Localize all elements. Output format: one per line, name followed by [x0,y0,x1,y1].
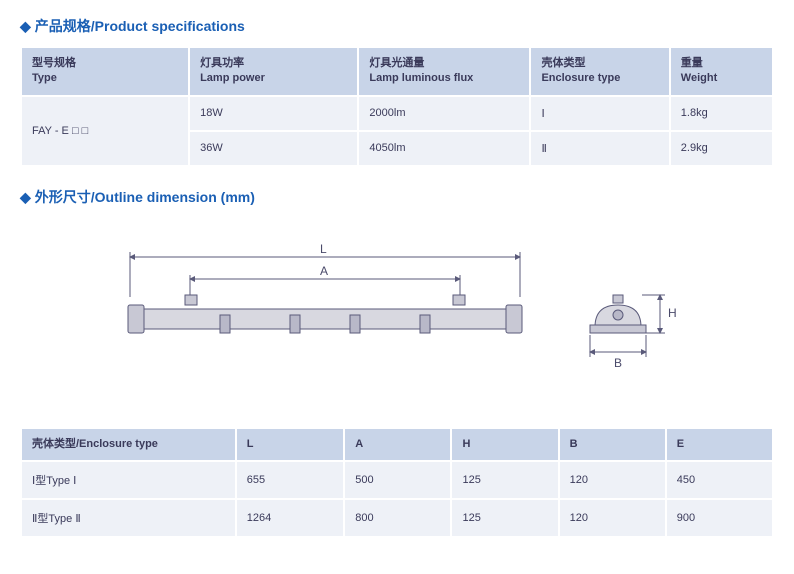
diamond-icon: ◆ [20,189,31,205]
dcell-E-1: 900 [667,500,772,536]
cell-flux-0: 2000lm [359,97,529,130]
diamond-icon: ◆ [20,18,31,34]
dhdr-type: 壳体类型/Enclosure type [22,429,235,460]
dcell-A-0: 500 [345,462,450,498]
label-A: A [320,264,328,278]
section-title-spec: ◆产品规格/Product specifications [20,16,774,36]
dhdr-L: L [237,429,344,460]
cell-power-0: 18W [190,97,357,130]
hdr-weight: 重量Weight [671,48,772,95]
outline-diagram: L A H B [20,237,774,387]
hdr-power: 灯具功率Lamp power [190,48,357,95]
label-L: L [320,242,327,256]
dcell-L-1: 1264 [237,500,344,536]
dhdr-B: B [560,429,665,460]
cell-encl-0: Ⅰ [531,97,668,130]
dcell-L-0: 655 [237,462,344,498]
dim-title-text: 外形尺寸/Outline dimension (mm) [35,189,255,205]
dcell-B-1: 120 [560,500,665,536]
dhdr-A: A [345,429,450,460]
dhdr-E: E [667,429,772,460]
dcell-B-0: 120 [560,462,665,498]
cell-type: FAY - E □ □ [22,97,188,165]
hdr-flux: 灯具光通量Lamp luminous flux [359,48,529,95]
dcell-type-0: Ⅰ型Type Ⅰ [22,462,235,498]
dcell-H-0: 125 [452,462,557,498]
label-B: B [614,356,622,370]
hdr-type: 型号规格Type [22,48,188,95]
cell-weight-1: 2.9kg [671,132,772,165]
hdr-encl: 壳体类型Enclosure type [531,48,668,95]
cell-flux-1: 4050lm [359,132,529,165]
dcell-H-1: 125 [452,500,557,536]
dim-table: 壳体类型/Enclosure type L A H B E Ⅰ型Type Ⅰ 6… [20,427,774,538]
label-H: H [668,306,677,320]
cell-weight-0: 1.8kg [671,97,772,130]
dcell-type-1: Ⅱ型Type Ⅱ [22,500,235,536]
dcell-E-0: 450 [667,462,772,498]
cell-power-1: 36W [190,132,357,165]
dcell-A-1: 800 [345,500,450,536]
section-title-dim: ◆外形尺寸/Outline dimension (mm) [20,187,774,207]
dhdr-H: H [452,429,557,460]
spec-title-text: 产品规格/Product specifications [35,18,245,34]
cell-encl-1: Ⅱ [531,132,668,165]
spec-table: 型号规格Type 灯具功率Lamp power 灯具光通量Lamp lumino… [20,46,774,167]
